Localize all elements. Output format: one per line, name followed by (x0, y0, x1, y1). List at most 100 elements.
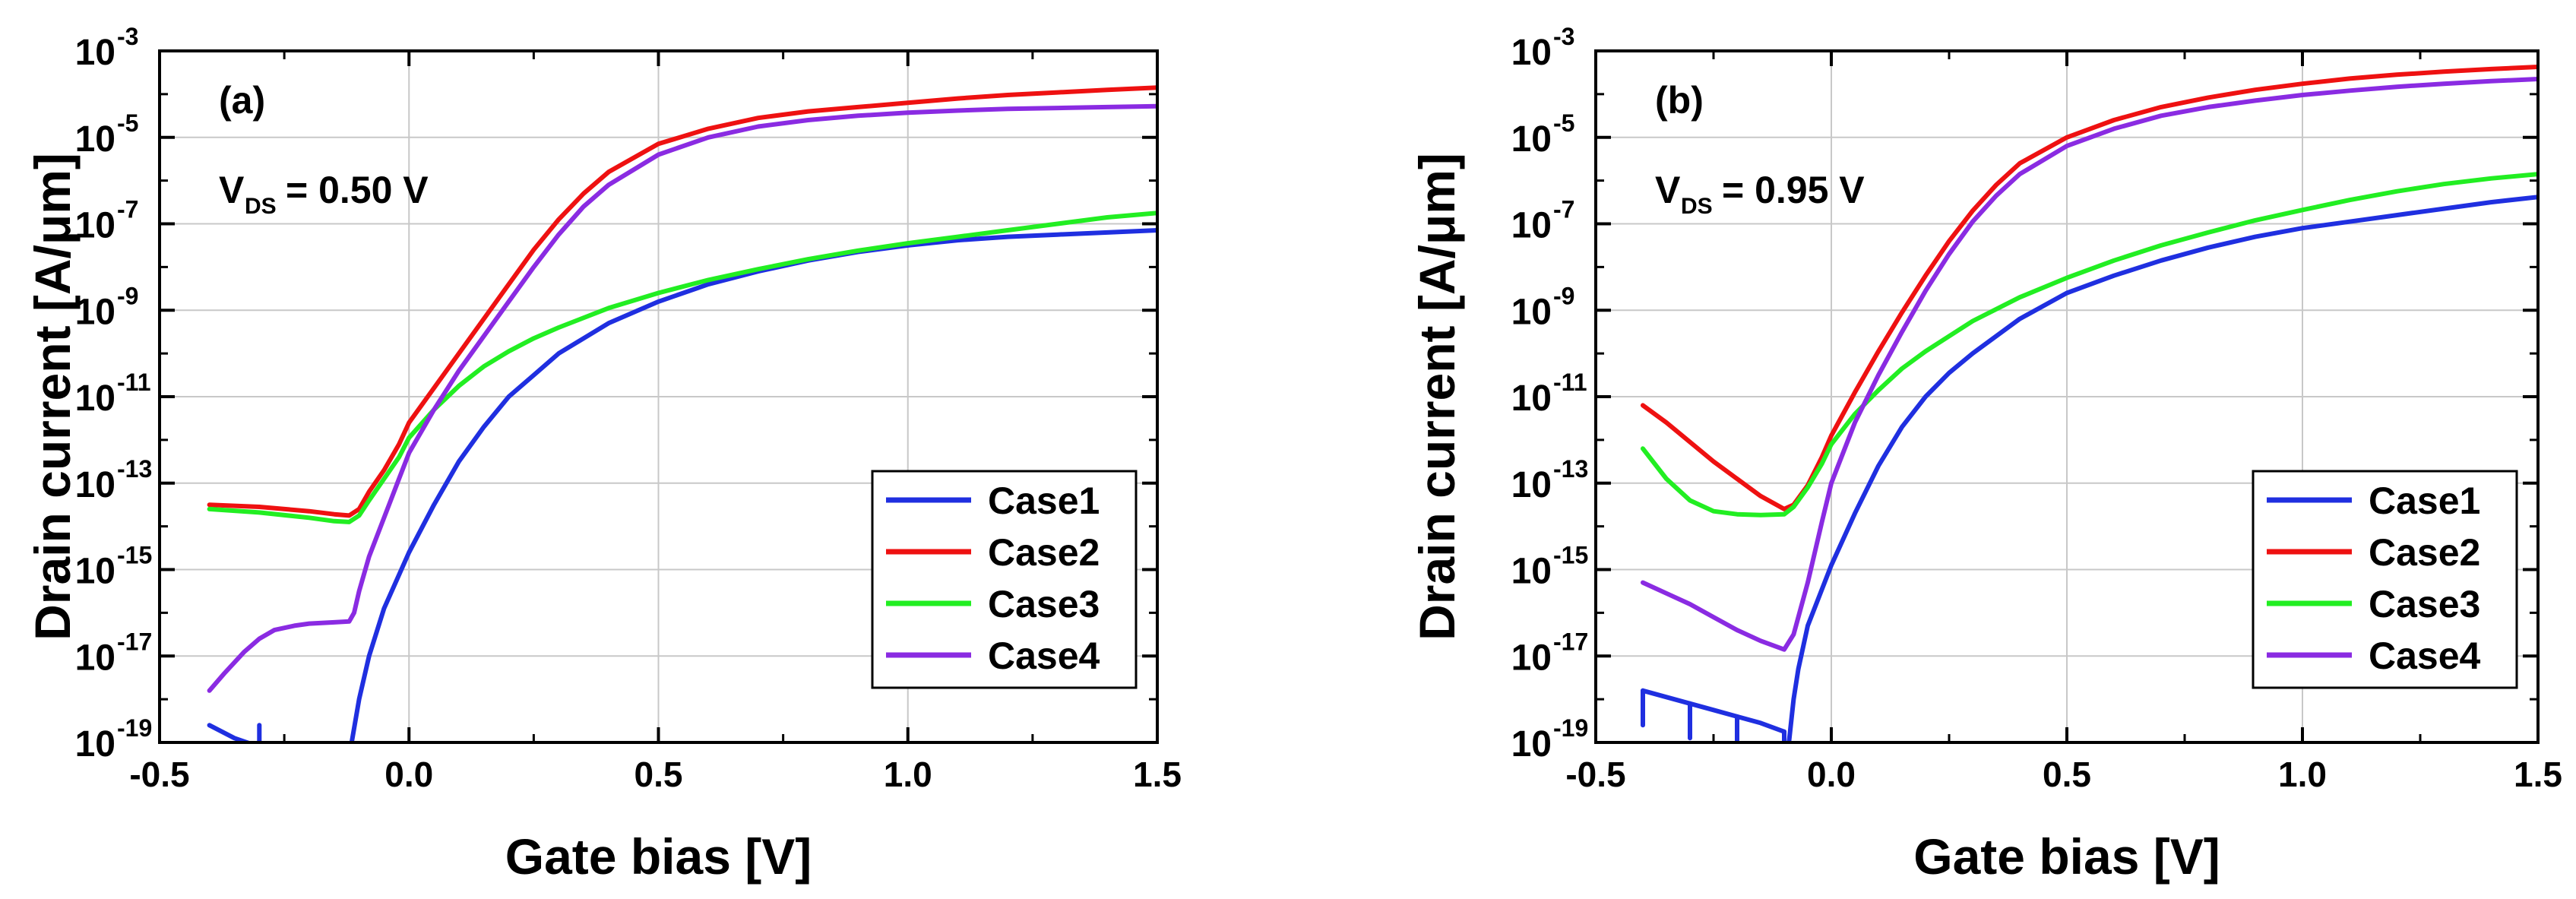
x-tick-label: -0.5 (129, 755, 189, 794)
y-tick-exponent: -7 (117, 196, 138, 223)
y-tick-base: 10 (1511, 638, 1552, 678)
series-line-case1 (349, 228, 1157, 742)
legend-label-case4: Case4 (2369, 635, 2481, 677)
y-axis-title: Drain current [A/μm] (1409, 153, 1465, 641)
y-tick-label: 10 -9 (75, 282, 139, 332)
y-tick-base: 10 (1511, 206, 1552, 246)
y-tick-label: 10 -5 (1511, 109, 1575, 160)
y-tick-label: 10 -13 (1511, 455, 1589, 505)
y-tick-label: 10 -11 (75, 369, 151, 419)
series-line-case3 (207, 211, 1157, 524)
y-tick-exponent: -9 (117, 282, 138, 309)
y-tick-base: 10 (75, 206, 116, 246)
y-tick-label: 10 -17 (75, 628, 153, 678)
y-tick-exponent: -5 (1553, 109, 1574, 137)
vds-annotation: V DS = 0.95 V (1655, 169, 1865, 219)
y-tick-label: 10 -15 (75, 542, 153, 592)
x-tick-label: 0.0 (1807, 755, 1856, 794)
y-axis-title: Drain current [A/μm] (24, 153, 81, 641)
legend: Case1 Case2 Case3 Case4 (2252, 470, 2518, 689)
legend-box (2252, 470, 2518, 689)
y-tick-exponent: -13 (117, 455, 152, 483)
y-tick-exponent: -11 (1553, 369, 1587, 396)
y-tick-exponent: -15 (117, 542, 152, 569)
y-tick-exponent: -17 (1553, 628, 1588, 655)
y-tick-base: 10 (1511, 33, 1552, 73)
y-tick-exponent: -19 (1553, 714, 1588, 742)
y-tick-label: 10 -15 (1511, 542, 1589, 592)
legend-label-case1: Case1 (988, 480, 1100, 522)
x-tick-label: 0.0 (385, 755, 433, 794)
y-tick-exponent: -13 (1553, 455, 1588, 483)
y-tick-label: 10 -11 (1511, 369, 1587, 419)
y-tick-base: 10 (1511, 292, 1552, 332)
gridlines (160, 51, 1157, 742)
y-tick-exponent: -19 (117, 714, 152, 742)
y-tick-base: 10 (75, 33, 116, 73)
y-tick-exponent: -11 (117, 369, 150, 396)
y-tick-base: 10 (1511, 724, 1552, 764)
legend-box (871, 470, 1138, 689)
series-line-case2 (1641, 65, 2538, 511)
x-tick-label: 0.5 (635, 755, 683, 794)
x-tick-label: 0.5 (2043, 755, 2091, 794)
y-tick-label: 10 -3 (1511, 23, 1575, 73)
y-tick-exponent: -3 (117, 23, 138, 50)
legend-label-case2: Case2 (2369, 531, 2480, 574)
y-tick-base: 10 (75, 465, 116, 505)
x-tick-label: 1.5 (2514, 755, 2562, 794)
y-tick-base: 10 (75, 638, 116, 678)
series-line-case1 (1641, 688, 1786, 734)
x-axis-title: Gate bias [V] (505, 828, 812, 885)
legend-label-case2: Case2 (988, 531, 1100, 574)
y-tick-base: 10 (75, 292, 116, 332)
y-tick-base: 10 (1511, 119, 1552, 160)
y-tick-base: 10 (75, 378, 116, 419)
series-line-case1 (1786, 195, 2538, 742)
y-tick-label: 10 -13 (75, 455, 153, 505)
legend-label-case1: Case1 (2369, 480, 2480, 522)
y-tick-exponent: -9 (1553, 282, 1574, 309)
vds-value: = 0.50 V (286, 169, 429, 211)
legend-label-case3: Case3 (2369, 583, 2480, 625)
vds-prefix: V (1655, 169, 1681, 211)
y-tick-base: 10 (75, 724, 116, 764)
y-tick-label: 10 -19 (75, 714, 153, 764)
vds-subscript: DS (245, 194, 277, 219)
y-tick-base: 10 (1511, 378, 1552, 419)
vds-value: = 0.95 V (1722, 169, 1865, 211)
panel-label: (b) (1655, 79, 1704, 122)
x-tick-label: -0.5 (1565, 755, 1625, 794)
panel-label: (a) (219, 79, 265, 122)
y-tick-exponent: -3 (1553, 23, 1574, 50)
y-tick-label: 10 -9 (1511, 282, 1575, 332)
y-tick-label: 10 -3 (75, 23, 139, 73)
vds-prefix: V (219, 169, 245, 211)
y-tick-exponent: -15 (1553, 542, 1588, 569)
x-tick-label: 1.5 (1133, 755, 1182, 794)
series-line-case4 (1641, 77, 2538, 652)
series-line-case1 (207, 723, 255, 742)
y-tick-label: 10 -19 (1511, 714, 1589, 764)
series-group (1641, 65, 2538, 742)
vds-subscript: DS (1681, 194, 1713, 219)
series-line-case3 (1641, 172, 2538, 518)
y-tick-base: 10 (1511, 552, 1552, 592)
series-line-case2 (207, 85, 1157, 518)
series-group (207, 85, 1157, 742)
vds-annotation: V DS = 0.50 V (219, 169, 429, 219)
y-tick-label: 10 -7 (75, 196, 139, 246)
y-tick-label: 10 -17 (1511, 628, 1589, 678)
y-tick-base: 10 (75, 552, 116, 592)
x-tick-label: 1.0 (884, 755, 932, 794)
x-tick-label: 1.0 (2278, 755, 2327, 794)
y-tick-exponent: -7 (1553, 196, 1574, 223)
legend-label-case4: Case4 (988, 635, 1100, 677)
y-tick-exponent: -17 (117, 628, 152, 655)
legend-label-case3: Case3 (988, 583, 1100, 625)
y-tick-label: 10 -7 (1511, 196, 1575, 246)
y-tick-base: 10 (75, 119, 116, 160)
series-line-case4 (207, 103, 1157, 693)
